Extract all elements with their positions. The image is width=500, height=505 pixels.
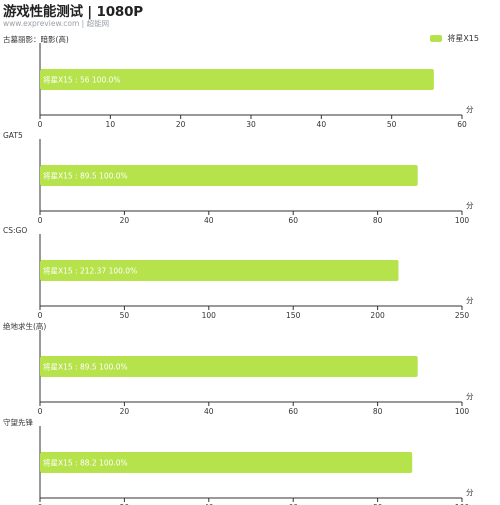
x-tick-label: 0	[38, 120, 43, 129]
bar	[40, 69, 434, 90]
panel-title: 绝地求生(高)	[3, 321, 46, 331]
x-tick-label: 40	[204, 407, 214, 416]
x-tick-label: 60	[288, 407, 298, 416]
x-unit-label: 分	[466, 105, 474, 114]
x-tick-label: 60	[457, 120, 467, 129]
x-tick-label: 150	[286, 311, 301, 320]
bar-data-label: 将星X15 : 89.5 100.0%	[43, 362, 128, 372]
x-unit-label: 分	[466, 488, 474, 497]
x-tick-label: 100	[202, 311, 217, 320]
x-tick-label: 100	[455, 503, 470, 505]
x-tick-label: 100	[455, 407, 470, 416]
bar-data-label: 将星X15 : 212.37 100.0%	[43, 266, 137, 276]
x-tick-label: 20	[120, 407, 130, 416]
x-unit-label: 分	[466, 296, 474, 305]
bar	[40, 260, 399, 281]
bar	[40, 165, 418, 186]
x-tick-label: 50	[387, 120, 397, 129]
x-tick-label: 30	[246, 120, 256, 129]
x-tick-label: 0	[38, 216, 43, 225]
x-tick-label: 40	[204, 216, 214, 225]
x-tick-label: 0	[38, 503, 43, 505]
x-tick-label: 50	[120, 311, 130, 320]
x-tick-label: 20	[120, 503, 130, 505]
x-unit-label: 分	[466, 392, 474, 401]
bar-data-label: 将星X15 : 89.5 100.0%	[43, 171, 128, 181]
x-tick-label: 250	[455, 311, 470, 320]
x-tick-label: 40	[317, 120, 327, 129]
x-tick-label: 10	[106, 120, 116, 129]
x-tick-label: 60	[288, 503, 298, 505]
x-unit-label: 分	[466, 201, 474, 210]
legend-label: 将星X15	[447, 34, 479, 43]
panel-title: GAT5	[3, 131, 23, 140]
x-tick-label: 20	[176, 120, 186, 129]
x-tick-label: 200	[370, 311, 385, 320]
x-tick-label: 60	[288, 216, 298, 225]
page-subtitle: www.expreview.com | 超能网	[3, 19, 110, 28]
panel-title: 古墓丽影：暗影(高)	[3, 34, 69, 44]
bar-data-label: 将星X15 : 88.2 100.0%	[43, 458, 128, 468]
x-tick-label: 20	[120, 216, 130, 225]
panel-title: CS:GO	[3, 226, 27, 235]
legend[interactable]: 将星X15	[430, 33, 479, 44]
x-tick-label: 100	[455, 216, 470, 225]
bar	[40, 356, 418, 377]
x-tick-label: 80	[373, 407, 383, 416]
bar	[40, 452, 413, 473]
x-tick-label: 0	[38, 407, 43, 416]
x-tick-label: 0	[38, 311, 43, 320]
bar-data-label: 将星X15 : 56 100.0%	[43, 75, 121, 85]
x-tick-label: 80	[373, 503, 383, 505]
x-tick-label: 40	[204, 503, 214, 505]
panel-title: 守望先锋	[3, 417, 33, 427]
page-title: 游戏性能测试 | 1080P	[3, 4, 143, 20]
x-tick-label: 80	[373, 216, 383, 225]
legend-swatch	[430, 35, 443, 42]
